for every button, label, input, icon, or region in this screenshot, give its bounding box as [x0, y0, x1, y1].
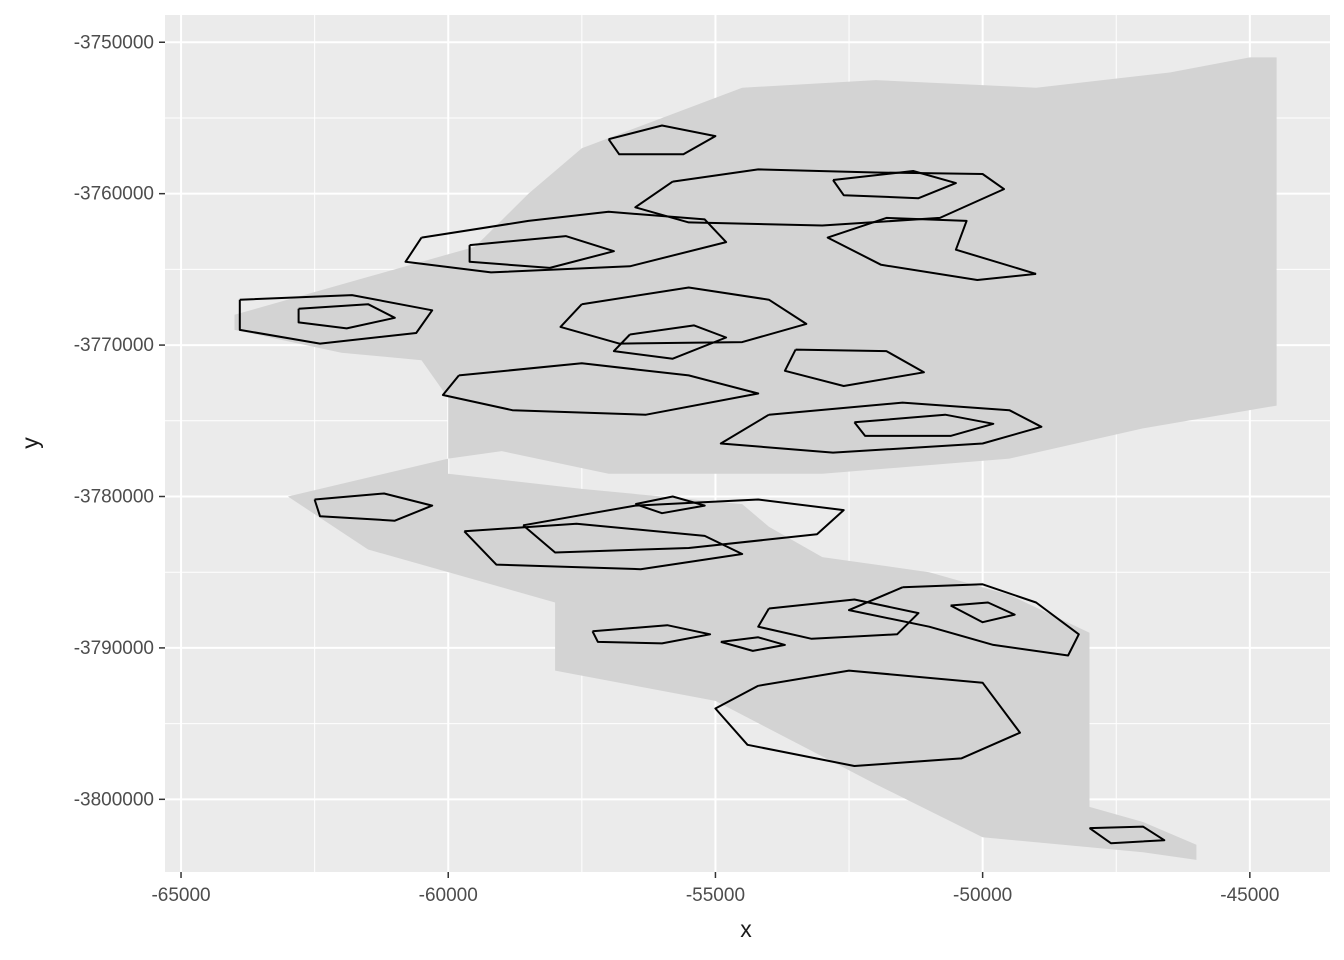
contour-line-22 [720, 636, 786, 652]
contour-line-18 [950, 601, 1016, 624]
contour-line-9 [607, 124, 717, 156]
y-axis-title: y [17, 437, 43, 449]
contour-lines [238, 124, 1166, 845]
y-tick-label: -3760000 [74, 184, 154, 205]
y-tick-label: -3750000 [74, 32, 154, 53]
contour-line-4 [404, 210, 728, 274]
contour-line-24 [714, 669, 1021, 767]
contour-line-6 [612, 324, 728, 360]
contour-line-20 [313, 492, 434, 522]
contour-line-17 [848, 583, 1080, 657]
contour-line-15 [463, 522, 744, 571]
contour-line-2 [832, 170, 957, 200]
x-tick-label: -60000 [419, 885, 478, 906]
contour-line-11 [853, 413, 995, 437]
raster-surface [234, 57, 1277, 860]
contour-line-13 [783, 348, 925, 387]
x-tick-label: -45000 [1220, 885, 1279, 906]
contour-line-21 [591, 624, 712, 645]
x-tick-label: -55000 [686, 885, 745, 906]
contour-line-12 [441, 362, 760, 416]
x-axis-title: x [740, 916, 752, 942]
contour-line-10 [719, 401, 1043, 454]
x-tick-label: -65000 [151, 885, 210, 906]
contour-line-3 [468, 235, 615, 269]
contour-line-23 [1088, 825, 1166, 845]
contour-line-16 [634, 495, 706, 515]
x-tick-label: -50000 [953, 885, 1012, 906]
y-tick-label: -3780000 [74, 486, 154, 507]
axis-tick-labels: -65000 -60000 -55000 -50000 -45000 -3750000 -3… [74, 32, 1280, 906]
contour-line-8 [297, 303, 396, 330]
y-tick-label: -3800000 [74, 789, 154, 810]
raster-layer [234, 57, 1277, 860]
y-tick-label: -3790000 [74, 638, 154, 659]
contour-line-5 [559, 286, 808, 345]
contour-line-7 [238, 294, 434, 345]
contour-line-1 [634, 168, 1005, 227]
contour-line-14 [522, 498, 845, 554]
contour-line-19 [757, 598, 920, 640]
y-tick-label: -3770000 [74, 335, 154, 356]
contour-line-25 [826, 216, 1037, 281]
axis-ticks [159, 41, 1251, 878]
